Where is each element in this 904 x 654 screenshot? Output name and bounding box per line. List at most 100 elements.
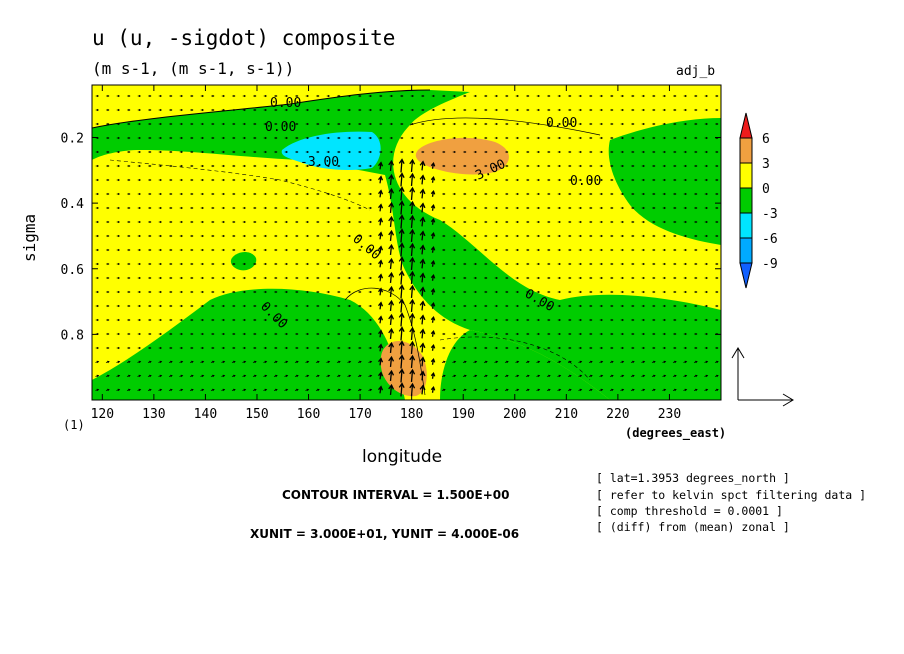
vector-arrow-head [558,108,562,112]
vector-arrow [389,259,393,269]
vector-arrow [410,369,414,383]
vector-arrow-head [275,150,278,154]
vector-arrow-head [390,122,394,126]
vector-arrow-head [96,234,100,238]
vector-arrow-head [243,122,247,126]
vector-arrow-head [128,304,131,308]
vector-arrow-head [138,388,142,392]
vector-arrow-head [359,346,362,350]
vector-arrow-head [338,374,341,378]
vector-arrow-head [149,150,152,154]
vector-arrow [421,329,424,339]
vector-arrow-head [378,189,384,195]
vector-arrow-head [128,360,131,364]
vector-arrow-head [296,290,299,294]
vector-arrow-head [254,164,257,168]
vector-arrow-head [327,360,331,364]
x-tick-label: 180 [400,407,423,422]
vector-arrow-head [378,273,384,279]
vector-arrow-head [388,341,395,348]
vector-arrow-head [464,248,467,252]
vector-arrow [400,173,403,187]
vector-arrow-head [569,304,572,308]
vector-arrow-head [674,150,677,154]
vector-arrow-head [107,346,110,350]
vector-arrow-head [569,136,572,140]
vector-arrow-head [159,374,163,378]
vector-arrow [421,357,424,367]
vector-arrow-head [348,164,352,168]
vector-arrow-head [432,150,436,154]
vector-arrow-head [537,178,541,182]
x-axis-label: longitude [362,447,443,467]
vector-arrow-head [674,276,677,280]
vector-arrow-head [579,136,583,140]
vector-arrow-head [485,178,488,182]
vector-arrow-head [443,304,446,308]
vector-arrow-head [306,136,310,140]
vector-arrow-head [495,220,499,224]
vector-arrow-head [611,192,614,196]
vector-arrow-head [600,234,604,238]
vector-arrow [410,271,414,285]
vector-arrow-head [443,318,446,322]
vector-arrow-head [388,327,395,334]
vector-arrow-head [159,136,163,140]
vector-arrow-head [642,234,646,238]
x-tick-label: 120 [91,407,114,422]
vector-arrow-head [306,248,310,252]
vector-arrow-head [348,248,352,252]
vector-arrow-head [516,346,520,350]
vector-arrow-head [275,388,278,392]
vector-arrow-head [233,206,236,210]
vector-arrow-head [327,388,331,392]
vector-arrow-head [275,374,278,378]
vector-arrow-head [128,122,131,126]
vector-arrow-head [453,164,457,168]
vector-arrow-head [348,290,352,294]
vector-arrow-head [590,164,593,168]
vector-arrow-head [243,304,247,308]
vector-arrow-head [674,206,677,210]
vector-arrow-head [388,159,395,166]
vector-arrow-head [107,206,110,210]
vector-arrow-head [621,122,625,126]
vector-arrow-head [117,346,121,350]
vector-arrow-head [621,290,625,294]
vector-arrow-head [233,164,236,168]
x-tick-label: 150 [245,407,268,422]
vector-arrow-head [684,248,688,252]
vector-arrow-head [495,108,499,112]
vector-arrow-head [222,290,226,294]
vector-arrow-head [474,318,478,322]
vector-arrow-head [548,304,551,308]
vector-arrow-head [180,234,184,238]
vector-arrow-head [419,300,426,307]
vector-arrow-head [117,332,121,336]
vector-arrow-head [96,150,100,154]
vector-arrow-head [516,136,520,140]
vector-arrow-head [107,276,110,280]
vector-arrow-head [684,332,688,336]
vector-arrow-head [474,304,478,308]
vector-arrow-head [275,248,278,252]
vector-arrow-head [695,122,698,126]
vector-arrow-head [495,122,499,126]
vector-arrow-head [378,231,384,237]
vector-arrow-head [443,388,446,392]
vector-arrow-head [275,94,278,98]
vector-arrow-head [275,360,278,364]
vector-arrow-head [453,332,457,336]
vector-arrow-head [117,388,121,392]
colorbar-segment [739,162,753,189]
vector-arrow-head [485,220,488,224]
vector-arrow-head [600,122,604,126]
vector-arrow-head [327,262,331,266]
vector-arrow-head [369,220,373,224]
vector-arrow-head [159,164,163,168]
vector-arrow-head [695,332,698,336]
vector-arrow [400,271,403,285]
vector-arrow-head [548,360,551,364]
vector-arrow-head [107,248,110,252]
vector-arrow-head [306,262,310,266]
